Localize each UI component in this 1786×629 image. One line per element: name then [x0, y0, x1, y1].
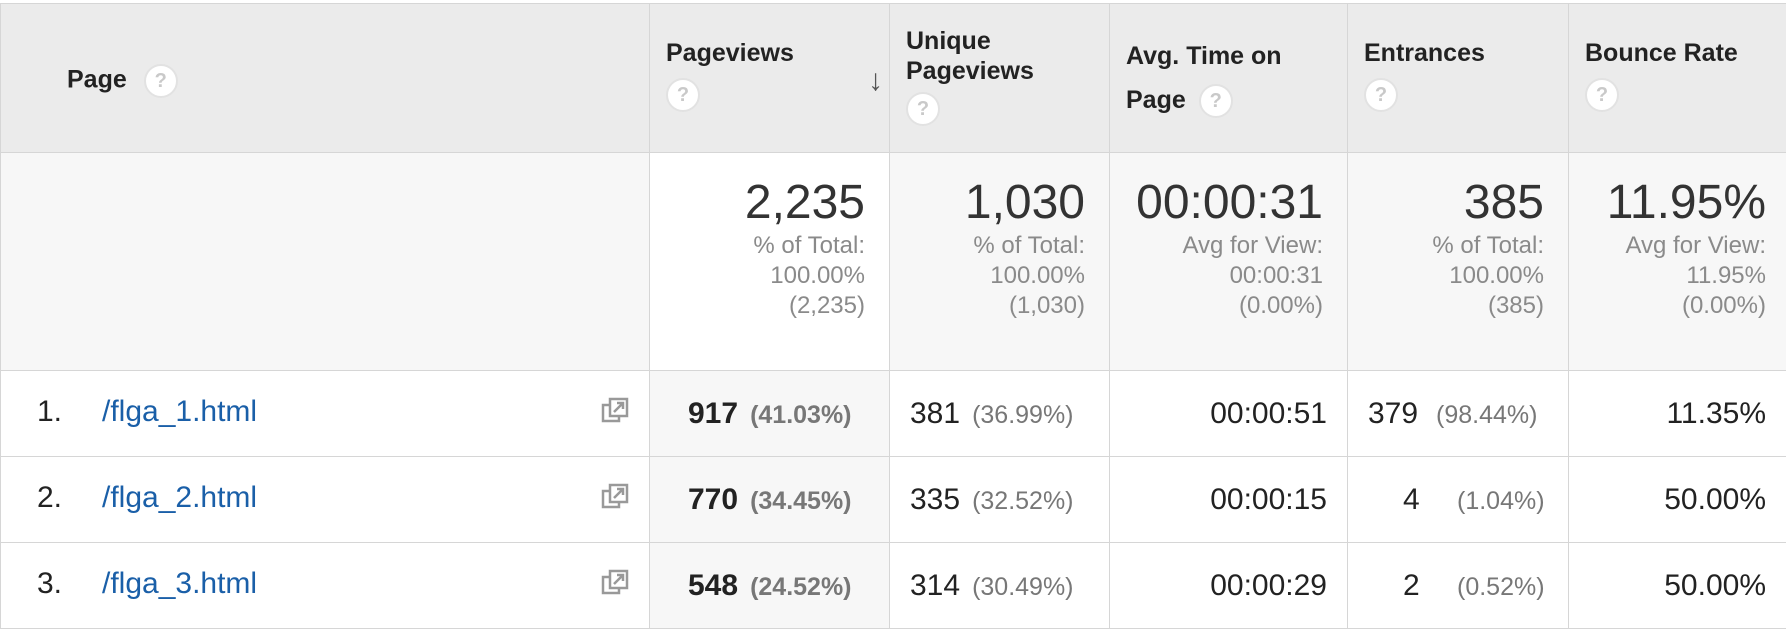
total-unique-pageviews: 1,030 % of Total: 100.00% (1,030)	[890, 153, 1110, 371]
column-header-pageviews[interactable]: Pageviews ? ↓	[650, 4, 890, 153]
column-header-pageviews-label: Pageviews	[666, 38, 794, 68]
report-table-container: Page ? Pageviews ? ↓ Unique Pageviews ?	[0, 0, 1786, 610]
total-delta: (0.00%)	[1118, 291, 1323, 321]
entrances-percent: (1.04%)	[1457, 487, 1545, 515]
entrances-value: 379	[1368, 397, 1430, 431]
entrances-value: 2	[1403, 569, 1451, 603]
page-link[interactable]: /flga_2.html	[102, 481, 257, 515]
avg-time-cell: 00:00:15	[1110, 457, 1348, 543]
pageviews-percent: (24.52%)	[750, 573, 851, 601]
unique-pageviews-cell: 314 (30.49%)	[890, 543, 1110, 629]
total-caption: % of Total:	[1356, 231, 1544, 261]
page-cell: 3. /flga_3.html	[1, 543, 650, 629]
sort-descending-icon[interactable]: ↓	[868, 64, 883, 98]
row-number: 1.	[37, 395, 62, 429]
open-in-new-window-icon[interactable]	[601, 397, 629, 425]
help-icon[interactable]: ?	[1585, 78, 1619, 112]
unique-pageviews-cell: 381 (36.99%)	[890, 371, 1110, 457]
totals-row: 2,235 % of Total: 100.00% (2,235) 1,030 …	[1, 153, 1786, 371]
help-icon[interactable]: ?	[144, 64, 178, 98]
unique-pageviews-value: 314	[910, 569, 960, 602]
table-row: 2. /flga_2.html 770(34.45%) 335(32.52%) …	[1, 457, 1786, 543]
unique-pageviews-value: 381	[910, 397, 960, 430]
bounce-rate-cell: 50.00%	[1569, 543, 1786, 629]
help-icon[interactable]: ?	[666, 78, 700, 112]
total-value: 385	[1356, 175, 1544, 231]
total-caption: % of Total:	[658, 231, 865, 261]
pageviews-value: 770	[688, 483, 738, 516]
help-icon[interactable]: ?	[1364, 78, 1398, 112]
total-caption: Avg for View:	[1118, 231, 1323, 261]
total-pageviews: 2,235 % of Total: 100.00% (2,235)	[650, 153, 890, 371]
open-in-new-window-icon[interactable]	[601, 483, 629, 511]
column-header-page-label: Page	[67, 66, 127, 94]
total-average: 00:00:31	[1118, 261, 1323, 291]
pages-report-table: Page ? Pageviews ? ↓ Unique Pageviews ?	[0, 3, 1786, 629]
column-header-bounce-rate[interactable]: Bounce Rate ?	[1569, 4, 1786, 153]
entrances-cell: 4(1.04%)	[1348, 457, 1569, 543]
column-header-page[interactable]: Page ?	[1, 4, 650, 153]
total-avg-time: 00:00:31 Avg for View: 00:00:31 (0.00%)	[1110, 153, 1348, 371]
total-caption: Avg for View:	[1577, 231, 1766, 261]
page-cell: 2. /flga_2.html	[1, 457, 650, 543]
entrances-value: 4	[1403, 483, 1451, 517]
page-link[interactable]: /flga_3.html	[102, 567, 257, 601]
table-row: 1. /flga_1.html 917(41.03%) 381(36.99%) …	[1, 371, 1786, 457]
column-header-entrances[interactable]: Entrances ?	[1348, 4, 1569, 153]
table-header-row: Page ? Pageviews ? ↓ Unique Pageviews ?	[1, 4, 1786, 153]
table-row: 3. /flga_3.html 548(24.52%) 314(30.49%) …	[1, 543, 1786, 629]
column-header-unique-pageviews[interactable]: Unique Pageviews ?	[890, 4, 1110, 153]
total-value: 1,030	[898, 175, 1085, 231]
total-average: 11.95%	[1577, 261, 1766, 291]
pageviews-value: 917	[688, 397, 738, 430]
total-caption: % of Total:	[898, 231, 1085, 261]
total-delta: (0.00%)	[1577, 291, 1766, 321]
total-bounce-rate: 11.95% Avg for View: 11.95% (0.00%)	[1569, 153, 1786, 371]
row-number: 3.	[37, 567, 62, 601]
help-icon[interactable]: ?	[906, 92, 940, 126]
column-header-avg-time[interactable]: Avg. Time on Page ?	[1110, 4, 1348, 153]
pageviews-cell: 917 (41.03%)	[650, 371, 890, 457]
total-count: (385)	[1356, 291, 1544, 321]
total-count: (2,235)	[658, 291, 865, 321]
total-entrances: 385 % of Total: 100.00% (385)	[1348, 153, 1569, 371]
pageviews-cell: 770 (34.45%)	[650, 457, 890, 543]
avg-time-cell: 00:00:29	[1110, 543, 1348, 629]
entrances-percent: (98.44%)	[1436, 401, 1537, 429]
unique-pageviews-percent: (30.49%)	[972, 573, 1073, 601]
total-percent: 100.00%	[1356, 261, 1544, 291]
total-value: 00:00:31	[1118, 175, 1323, 231]
column-header-entrances-label: Entrances	[1364, 38, 1485, 68]
page-link[interactable]: /flga_1.html	[102, 395, 257, 429]
totals-label-cell	[1, 153, 650, 371]
unique-pageviews-value: 335	[910, 483, 960, 516]
page-cell: 1. /flga_1.html	[1, 371, 650, 457]
entrances-percent: (0.52%)	[1457, 573, 1545, 601]
entrances-cell: 379(98.44%)	[1348, 371, 1569, 457]
bounce-rate-cell: 11.35%	[1569, 371, 1786, 457]
total-value: 11.95%	[1577, 175, 1766, 231]
total-percent: 100.00%	[658, 261, 865, 291]
entrances-cell: 2(0.52%)	[1348, 543, 1569, 629]
column-header-bounce-rate-label: Bounce Rate	[1585, 38, 1738, 68]
column-header-unique-pageviews-label: Unique Pageviews	[906, 26, 1056, 86]
pageviews-percent: (41.03%)	[750, 401, 851, 429]
help-icon[interactable]: ?	[1199, 84, 1233, 118]
total-value: 2,235	[658, 175, 865, 231]
total-percent: 100.00%	[898, 261, 1085, 291]
bounce-rate-cell: 50.00%	[1569, 457, 1786, 543]
unique-pageviews-percent: (36.99%)	[972, 401, 1073, 429]
avg-time-cell: 00:00:51	[1110, 371, 1348, 457]
pageviews-value: 548	[688, 569, 738, 602]
unique-pageviews-percent: (32.52%)	[972, 487, 1073, 515]
open-in-new-window-icon[interactable]	[601, 569, 629, 597]
row-number: 2.	[37, 481, 62, 515]
total-count: (1,030)	[898, 291, 1085, 321]
unique-pageviews-cell: 335 (32.52%)	[890, 457, 1110, 543]
pageviews-cell: 548 (24.52%)	[650, 543, 890, 629]
pageviews-percent: (34.45%)	[750, 487, 851, 515]
